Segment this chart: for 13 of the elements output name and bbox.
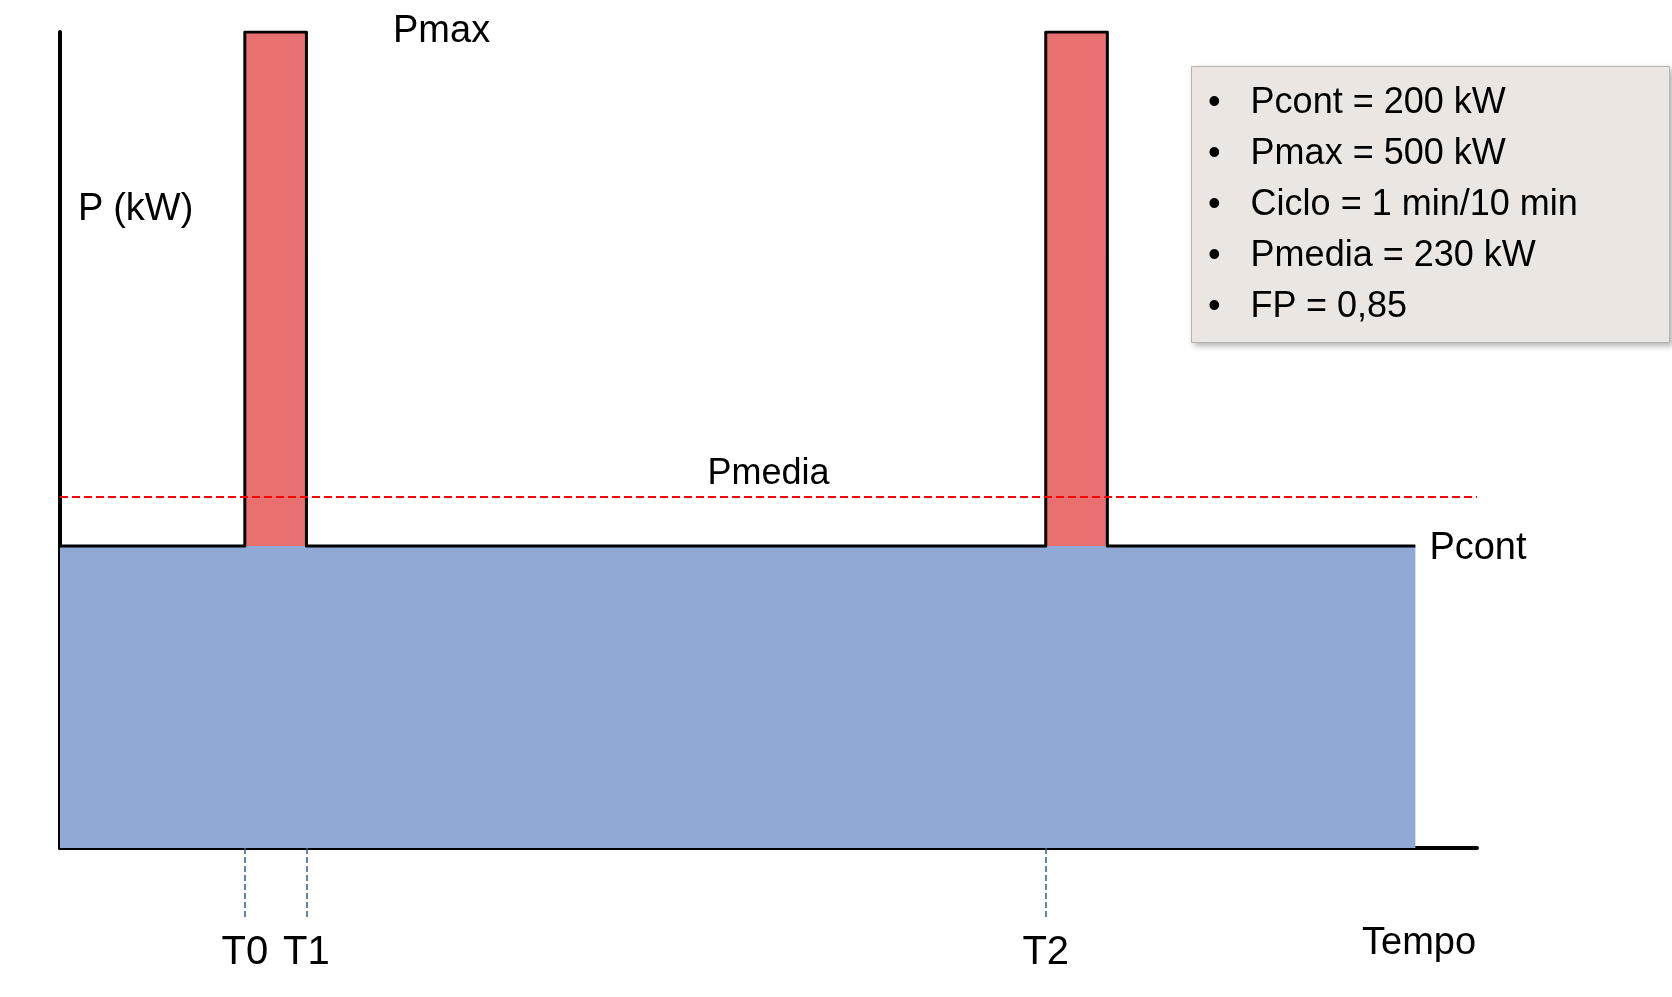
annotation: • Pcont = 200 kW bbox=[1208, 79, 1506, 121]
annotation: • Ciclo = 1 min/10 min bbox=[1208, 181, 1578, 223]
x-axis-title: Tempo bbox=[1362, 920, 1477, 962]
annotation: Pmax bbox=[393, 8, 491, 50]
ref-line-label: Pmedia bbox=[707, 450, 831, 492]
annotation: • Pmax = 500 kW bbox=[1208, 130, 1506, 172]
annotation: • FP = 0,85 bbox=[1208, 283, 1408, 325]
x-tick-label: T0 bbox=[221, 928, 269, 972]
x-tick-label: T1 bbox=[283, 928, 330, 972]
y-axis-title: P (kW) bbox=[78, 186, 194, 228]
annotation: Pcont bbox=[1429, 525, 1527, 568]
annotation: • Pmedia = 230 kW bbox=[1208, 232, 1536, 274]
x-tick-label: T2 bbox=[1022, 928, 1070, 972]
